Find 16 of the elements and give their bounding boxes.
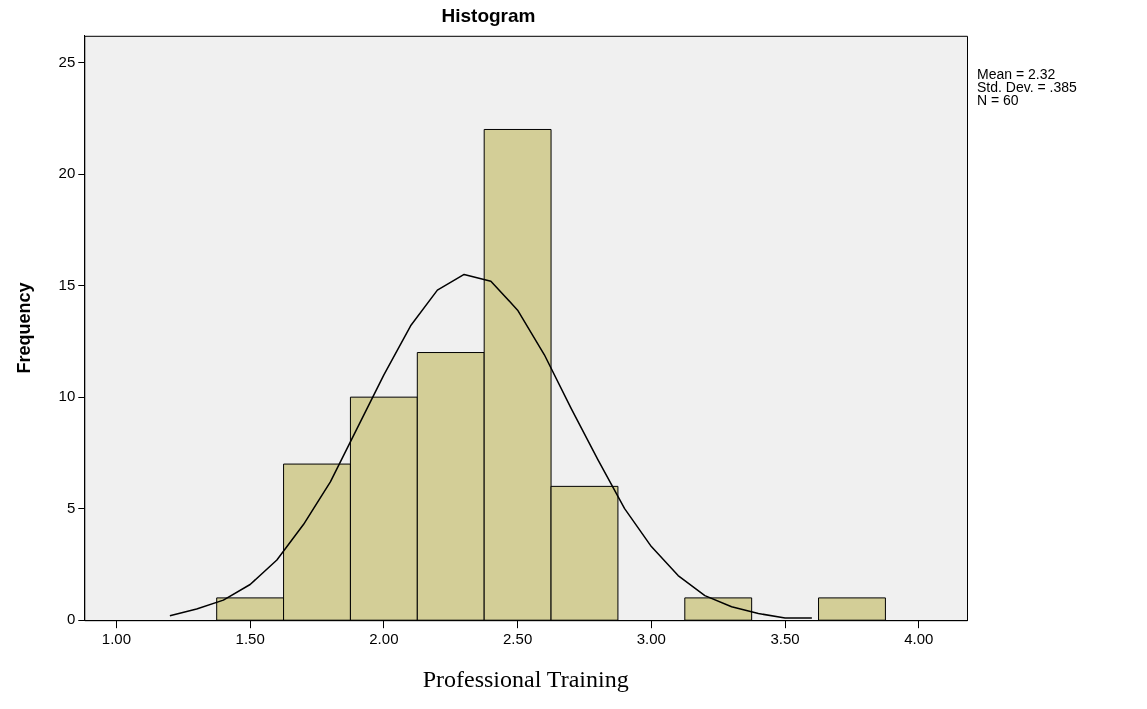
y-axis-title: Frequency xyxy=(13,282,34,374)
y-tick-label: 10 xyxy=(58,387,76,405)
y-tick-label: 25 xyxy=(58,52,76,70)
x-tick-label: 1.50 xyxy=(235,630,265,648)
x-tick-label: 3.50 xyxy=(770,630,800,648)
x-tick-label: 2.00 xyxy=(369,630,399,648)
x-tick-label: 4.00 xyxy=(904,630,934,648)
y-tick-label: 0 xyxy=(66,610,76,628)
x-tick-label: 3.00 xyxy=(636,630,666,648)
y-tick-label: 5 xyxy=(66,498,76,516)
x-tick-label: 1.00 xyxy=(101,630,131,648)
x-axis-title: Professional Training xyxy=(422,665,629,692)
y-tick-label: 20 xyxy=(58,164,76,182)
chart-title: Histogram xyxy=(441,4,536,26)
y-tick-label: 15 xyxy=(58,275,76,293)
x-tick-label: 2.50 xyxy=(503,630,533,648)
